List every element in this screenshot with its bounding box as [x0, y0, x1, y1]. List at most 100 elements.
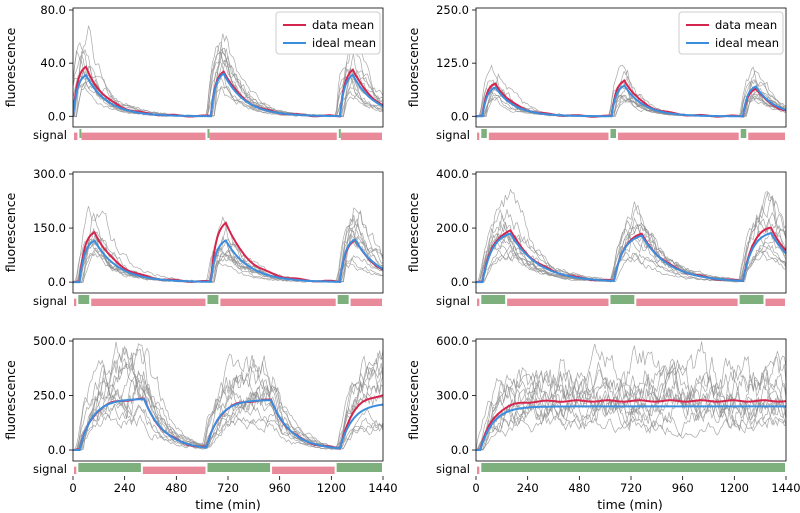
x-tick-label: 1200	[720, 481, 749, 495]
trace-line	[476, 191, 786, 283]
signal-off-bar	[748, 132, 785, 141]
trace-line	[73, 347, 383, 451]
x-tick-label: 720	[217, 481, 239, 495]
signal-off-bar	[91, 298, 206, 307]
trace-line	[476, 188, 786, 283]
trace-line	[476, 75, 786, 118]
chart-panel-3: fluorescence 0.0 150.0 300.0 signal	[3, 167, 384, 308]
chart-panel-1: fluorescence 0.0 40.0 80.0 signal data mean id…	[3, 3, 384, 142]
y-tick-label: 0.0	[48, 275, 66, 289]
signal-label: signal	[33, 462, 67, 476]
x-tick-label: 1440	[368, 481, 397, 495]
y-tick-label: 250.0	[33, 389, 66, 403]
signal-off-bar	[477, 466, 480, 475]
trace-line	[476, 351, 786, 450]
legend-data-mean-label: data mean	[715, 18, 777, 32]
signal-on-bar	[78, 295, 90, 304]
ideal-mean-line	[476, 231, 786, 284]
signal-on-bar	[481, 463, 785, 472]
x-axis-label: time (min)	[195, 497, 261, 512]
y-tick-label: 300.0	[436, 389, 469, 403]
y-axis-label: fluorescence	[3, 192, 18, 272]
y-tick-label: 200.0	[436, 221, 469, 235]
legend-data-mean-label: data mean	[312, 18, 374, 32]
legend-ideal-mean-label: ideal mean	[715, 36, 779, 50]
x-tick-label: 1200	[317, 481, 346, 495]
signal-off-bar	[507, 298, 609, 307]
x-tick-label: 0	[69, 481, 76, 495]
plot-frame	[475, 338, 787, 462]
signal-on-bar	[336, 463, 382, 472]
plot-frame	[72, 171, 384, 294]
x-axis-label: time (min)	[597, 497, 663, 512]
trace-line	[476, 208, 786, 283]
y-tick-label: 0.0	[451, 275, 469, 289]
trace-line	[476, 343, 786, 451]
trace-line	[73, 371, 383, 451]
ideal-mean-line	[73, 238, 383, 284]
y-tick-label: 0.0	[451, 443, 469, 457]
trace-line	[73, 362, 383, 451]
signal-off-bar	[209, 132, 337, 141]
plot-frame	[475, 7, 787, 128]
signal-on-bar	[338, 129, 341, 138]
x-tick-label: 720	[620, 481, 642, 495]
signal-off-bar	[477, 298, 480, 307]
traces	[476, 341, 786, 451]
signal-off-bar	[81, 132, 206, 141]
x-tick-label: 240	[114, 481, 136, 495]
y-tick-label: 0.0	[48, 109, 66, 123]
signal-on-bar	[481, 295, 506, 304]
y-tick-label: 0.0	[451, 109, 469, 123]
y-tick-label: 400.0	[436, 167, 469, 181]
signal-on-bar	[610, 295, 635, 304]
y-tick-label: 80.0	[40, 3, 66, 17]
x-tick-label: 960	[269, 481, 291, 495]
signal-on-bar	[740, 129, 747, 138]
signal-on-bar	[739, 295, 764, 304]
signal-label: signal	[33, 128, 67, 142]
signal-off-bar	[477, 132, 480, 141]
chart-panel-4: fluorescence 0.0 200.0 400.0 signal	[406, 167, 787, 308]
y-axis-label: fluorescence	[406, 192, 421, 272]
trace-line	[73, 240, 383, 283]
signal-label: signal	[436, 294, 470, 308]
y-tick-label: 250.0	[436, 3, 469, 17]
signal-off-bar	[488, 132, 609, 141]
ideal-mean-line	[476, 405, 786, 451]
trace-line	[73, 369, 383, 451]
trace-line	[73, 341, 383, 451]
signal-on-bar	[78, 463, 141, 472]
ideal-mean-line	[73, 398, 383, 451]
signal-off-bar	[340, 132, 382, 141]
signal-off-bar	[142, 466, 206, 475]
data-mean-line	[476, 399, 786, 451]
signal-on-bar	[79, 129, 82, 138]
x-tick-label: 1440	[771, 481, 800, 495]
chart-panel-2: fluorescence 0.0 125.0 250.0 signal data mean…	[406, 3, 787, 142]
signal-on-bar	[207, 129, 210, 138]
trace-line	[73, 242, 383, 283]
y-tick-label: 500.0	[33, 334, 66, 348]
traces	[73, 341, 383, 451]
trace-line	[476, 386, 786, 451]
legend: data mean ideal mean	[275, 11, 381, 55]
signal-off-bar	[272, 466, 335, 475]
y-axis-label: fluorescence	[3, 27, 18, 107]
signal-on-bar	[207, 463, 271, 472]
y-tick-label: 300.0	[33, 167, 66, 181]
signal-label: signal	[33, 294, 67, 308]
signal-label: signal	[436, 462, 470, 476]
signal-off-bar	[220, 298, 336, 307]
x-tick-label: 480	[165, 481, 187, 495]
signal-off-bar	[350, 298, 382, 307]
trace-line	[476, 360, 786, 451]
y-tick-label: 0.0	[48, 443, 66, 457]
y-axis-label: fluorescence	[406, 27, 421, 107]
y-tick-label: 40.0	[40, 56, 66, 70]
signal-off-bar	[74, 132, 78, 141]
trace-line	[476, 190, 786, 284]
signal-off-bar	[74, 466, 77, 475]
